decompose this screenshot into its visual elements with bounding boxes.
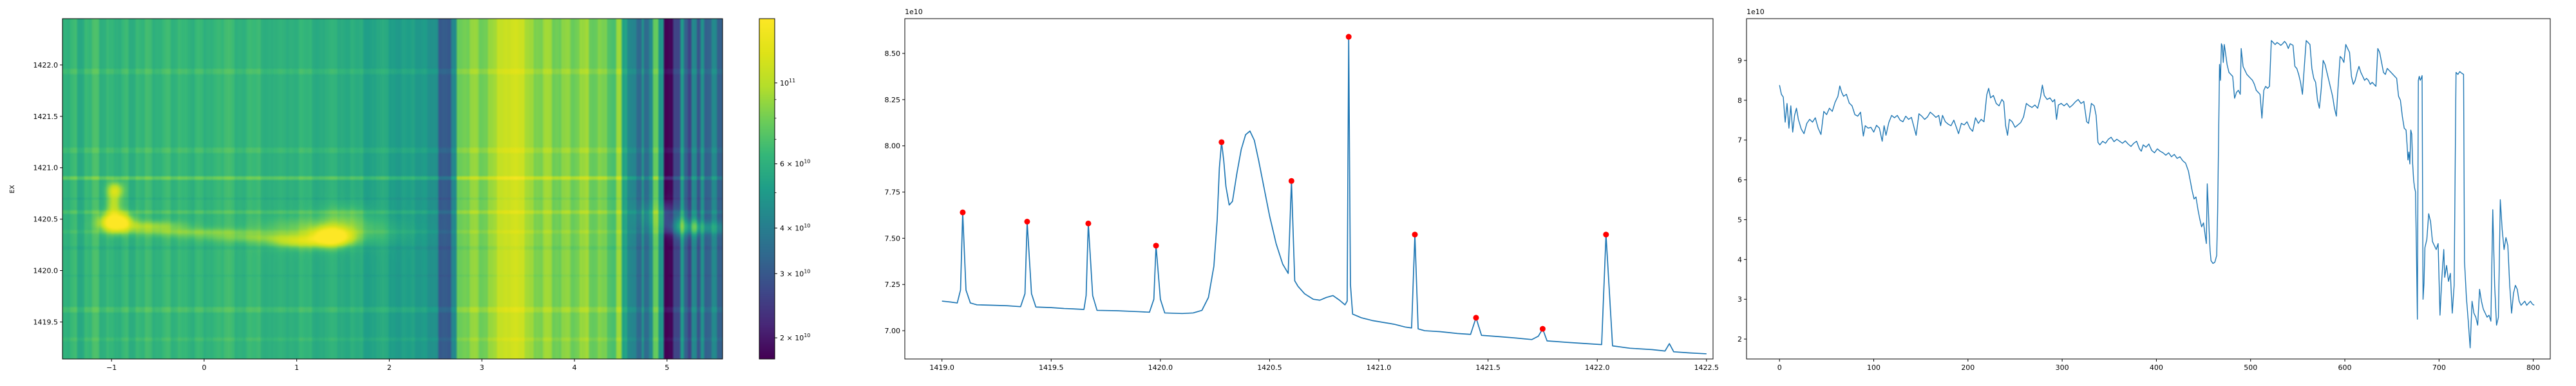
x-tick-label: 1421.5: [1475, 363, 1501, 372]
y-tick-label: 1419.5: [33, 318, 59, 326]
x-tick-label: 1: [294, 363, 299, 372]
heatmap-axes: −1 0 1 2 3 4 5 1419.5 1420.0 1420.5 1421.0 1421.5 14…: [33, 18, 723, 372]
noise-plot-axes: 0 100 200 300 400 500 600 700 800 2 3 4 5 6 7 8 9: [1738, 18, 2551, 372]
x-tick-label: 700: [2432, 363, 2446, 372]
peak-marker: [1288, 178, 1294, 184]
y-tick-label: 4: [1738, 255, 1742, 264]
y-tick-label: 1420.5: [33, 216, 59, 224]
peak-marker: [1345, 33, 1352, 40]
heatmap-image: [62, 19, 723, 359]
peak-marker: [960, 209, 966, 216]
x-tick-label: 600: [2338, 363, 2352, 372]
x-tick-label: 200: [1961, 363, 1975, 372]
peak-marker: [1085, 220, 1092, 226]
peak-marker: [1153, 243, 1159, 249]
peak-marker: [1218, 139, 1225, 145]
colorbar-tick-label: 2 × 1010: [780, 333, 810, 342]
peak-marker: [1539, 326, 1546, 332]
x-tick-label: 1419.0: [929, 363, 954, 372]
peak-marker: [1024, 219, 1030, 225]
colorbar-tick-label: 1011: [780, 78, 795, 87]
y-tick-label: 6: [1738, 176, 1742, 185]
x-tick-label: 4: [572, 363, 576, 372]
x-tick-label: 1422.5: [1694, 363, 1719, 372]
y-tick-label: 8.50: [885, 50, 901, 58]
y-tick-label: 7.00: [885, 327, 901, 335]
axes-frame: [62, 18, 723, 360]
y-tick-label: 1422.0: [33, 61, 59, 69]
x-tick-label: 800: [2526, 363, 2540, 372]
x-tick-label: 500: [2244, 363, 2257, 372]
x-tick-label: 3: [480, 363, 484, 372]
colorbar-axes: 1011 6 × 1010 4 × 1010 3 × 1010 2 × 1010: [759, 18, 810, 360]
line-series: [1779, 40, 2535, 349]
heatmap-ylabel: EX: [9, 185, 16, 193]
noise-offset-label: 1e10: [1747, 8, 1765, 16]
y-tick-label: 8.25: [885, 96, 901, 104]
axes-frame: [1746, 18, 2551, 360]
axes-frame: [904, 18, 1714, 360]
x-tick-label: 0: [1777, 363, 1782, 372]
colorbar-tick-label: 4 × 1010: [780, 223, 810, 232]
y-tick-label: 7.50: [885, 234, 901, 243]
x-tick-label: 400: [2150, 363, 2163, 372]
x-tick-label: 1421.0: [1367, 363, 1392, 372]
peaks-plot-axes: 1419.0 1419.5 1420.0 1420.5 1421.0 1421.5 1422…: [885, 18, 1719, 372]
peaks-offset-label: 1e10: [905, 8, 923, 16]
x-tick-label: 1422.0: [1585, 363, 1610, 372]
line-series: [942, 36, 1707, 354]
y-tick-label: 3: [1738, 295, 1742, 304]
x-tick-label: 5: [665, 363, 669, 372]
x-tick-label: 1420.5: [1257, 363, 1282, 372]
x-tick-label: 100: [1867, 363, 1880, 372]
x-tick-label: 1419.5: [1039, 363, 1064, 372]
y-tick-label: 1421.0: [33, 164, 59, 172]
peak-marker: [1603, 232, 1609, 238]
colorbar-tick-label: 3 × 1010: [780, 268, 810, 278]
y-tick-label: 5: [1738, 216, 1742, 224]
y-tick-label: 7.75: [885, 188, 901, 197]
x-tick-label: 2: [387, 363, 392, 372]
x-tick-label: 300: [2056, 363, 2069, 372]
y-tick-label: 8: [1738, 96, 1742, 105]
colorbar-tick-label: 6 × 1010: [780, 159, 810, 169]
y-tick-label: 8.00: [885, 142, 901, 151]
colorbar-frame: [759, 18, 775, 360]
y-tick-label: 1421.5: [33, 113, 59, 121]
colorbar-gradient: [759, 19, 775, 359]
y-tick-label: 7: [1738, 136, 1742, 145]
y-tick-label: 9: [1738, 57, 1742, 65]
y-tick-label: 1420.0: [33, 267, 59, 275]
x-tick-label: 1420.0: [1148, 363, 1173, 372]
peak-marker: [1473, 315, 1479, 321]
x-tick-label: −1: [106, 363, 117, 372]
y-tick-label: 7.25: [885, 280, 901, 289]
peak-marker: [1412, 232, 1418, 238]
y-tick-label: 2: [1738, 335, 1742, 344]
x-tick-label: 0: [202, 363, 206, 372]
